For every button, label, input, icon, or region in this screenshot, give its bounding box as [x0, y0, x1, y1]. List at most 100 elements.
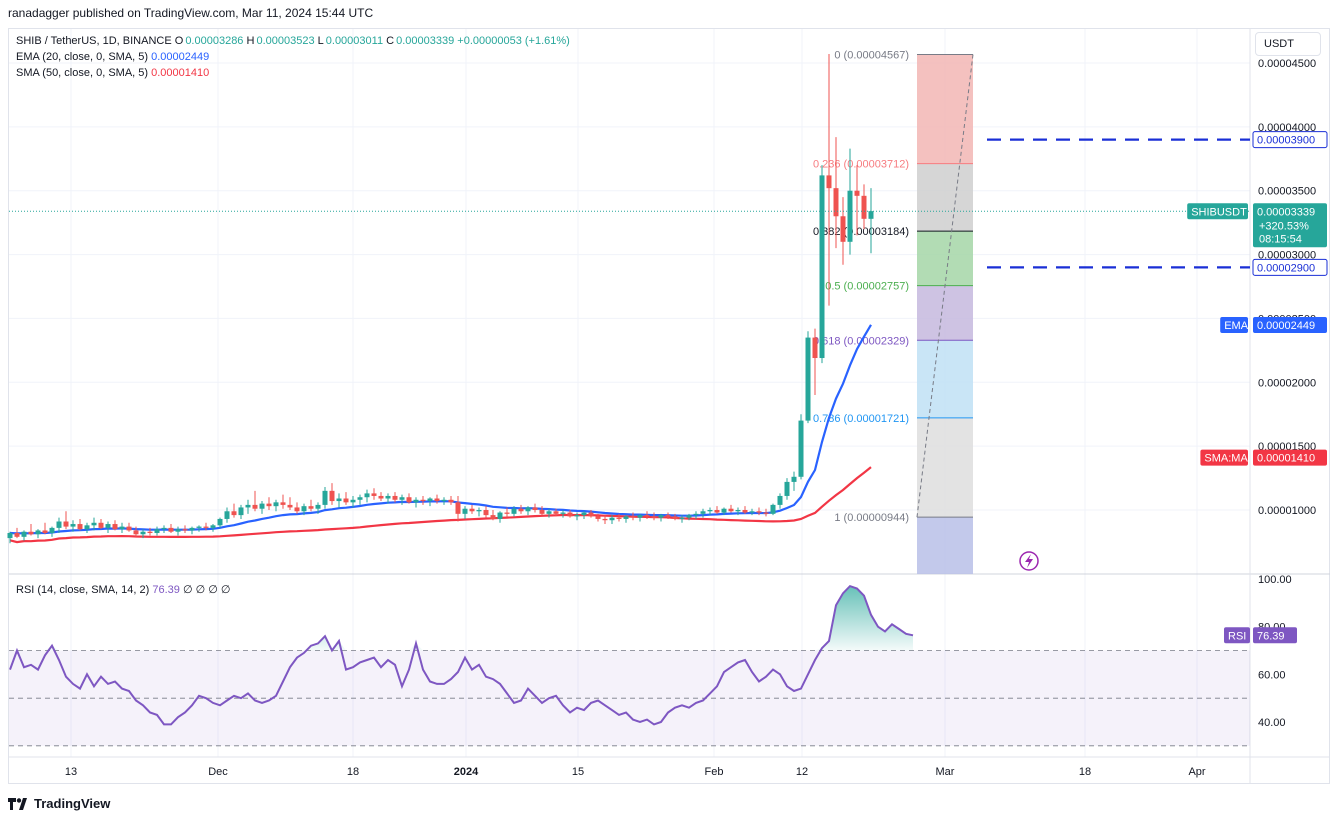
- candle[interactable]: [294, 502, 300, 514]
- candle[interactable]: [280, 494, 286, 509]
- candle[interactable]: [861, 184, 867, 230]
- candle[interactable]: [259, 501, 265, 514]
- candle[interactable]: [434, 494, 440, 504]
- candle[interactable]: [385, 493, 391, 504]
- candle[interactable]: [490, 510, 496, 521]
- candle[interactable]: [392, 492, 398, 503]
- candle[interactable]: [651, 512, 657, 521]
- last-price-price-badge[interactable]: 0.00003339 +320.53%08:15:54 SHIBUSDT: [1187, 203, 1327, 248]
- support-price-badge[interactable]: 0.00002900: [1252, 258, 1328, 276]
- candle[interactable]: [119, 522, 125, 533]
- rsi-badge[interactable]: 76.39 RSI: [1224, 627, 1297, 644]
- candle[interactable]: [609, 515, 615, 525]
- ema-legend-row[interactable]: EMA (20, close, 0, SMA, 5) 0.00002449: [16, 49, 570, 65]
- candle[interactable]: [49, 526, 55, 537]
- candle[interactable]: [812, 328, 818, 396]
- candle[interactable]: [175, 526, 181, 536]
- candle[interactable]: [735, 507, 741, 516]
- candle[interactable]: [322, 487, 328, 509]
- candle[interactable]: [763, 508, 769, 517]
- candle[interactable]: [644, 511, 650, 519]
- candle[interactable]: [868, 188, 874, 254]
- candle[interactable]: [805, 331, 811, 424]
- candle[interactable]: [350, 495, 356, 508]
- candle[interactable]: [476, 507, 482, 517]
- candle[interactable]: [112, 520, 118, 531]
- candle[interactable]: [854, 165, 860, 236]
- candle[interactable]: [154, 526, 160, 536]
- candle[interactable]: [826, 54, 832, 306]
- candle[interactable]: [546, 508, 552, 518]
- candle[interactable]: [287, 497, 293, 510]
- candle[interactable]: [581, 511, 587, 519]
- candle[interactable]: [168, 524, 174, 533]
- candle[interactable]: [602, 515, 608, 525]
- candle[interactable]: [231, 503, 237, 518]
- candle[interactable]: [560, 510, 566, 518]
- candle[interactable]: [707, 507, 713, 516]
- candle[interactable]: [665, 512, 671, 519]
- candle[interactable]: [658, 513, 664, 522]
- candle[interactable]: [147, 527, 153, 536]
- candle[interactable]: [133, 526, 139, 537]
- candle[interactable]: [315, 502, 321, 514]
- candle[interactable]: [7, 531, 13, 544]
- candle[interactable]: [441, 497, 447, 505]
- candle[interactable]: [630, 512, 636, 521]
- candle[interactable]: [553, 508, 559, 517]
- candle[interactable]: [343, 492, 349, 505]
- candle[interactable]: [105, 521, 111, 533]
- candle[interactable]: [28, 524, 34, 536]
- candle[interactable]: [497, 511, 503, 523]
- candle[interactable]: [126, 522, 132, 532]
- candle[interactable]: [588, 510, 594, 518]
- candle[interactable]: [420, 495, 426, 505]
- candle[interactable]: [140, 529, 146, 539]
- candle[interactable]: [798, 414, 804, 480]
- ema-price-badge[interactable]: 0.00002449 EMA: [1220, 316, 1327, 333]
- candle[interactable]: [399, 494, 405, 505]
- lightning-icon[interactable]: [1019, 551, 1039, 571]
- candle[interactable]: [532, 503, 538, 513]
- candle[interactable]: [567, 510, 573, 518]
- candle[interactable]: [203, 522, 209, 531]
- candle[interactable]: [266, 497, 272, 510]
- candle[interactable]: [518, 504, 524, 514]
- candle[interactable]: [364, 489, 370, 503]
- candle[interactable]: [595, 513, 601, 522]
- candle[interactable]: [840, 197, 846, 265]
- rsi-legend[interactable]: RSI (14, close, SMA, 14, 2) 76.39 ∅ ∅ ∅ …: [16, 582, 230, 598]
- candle[interactable]: [336, 493, 342, 508]
- candle[interactable]: [784, 478, 790, 500]
- candle[interactable]: [756, 507, 762, 516]
- candle[interactable]: [210, 524, 216, 532]
- candle[interactable]: [637, 513, 643, 522]
- candle[interactable]: [252, 490, 258, 512]
- candle[interactable]: [511, 506, 517, 517]
- candle[interactable]: [672, 513, 678, 521]
- candle[interactable]: [196, 525, 202, 532]
- candle[interactable]: [623, 515, 629, 523]
- candle[interactable]: [714, 506, 720, 514]
- candle[interactable]: [539, 506, 545, 516]
- candle[interactable]: [406, 493, 412, 504]
- candle[interactable]: [189, 526, 195, 535]
- candle[interactable]: [371, 488, 377, 500]
- resistance-price-badge[interactable]: 0.00003900: [1252, 131, 1328, 149]
- candle[interactable]: [700, 508, 706, 518]
- candle[interactable]: [679, 515, 685, 523]
- candle[interactable]: [427, 497, 433, 507]
- candle[interactable]: [525, 506, 531, 516]
- candle[interactable]: [728, 504, 734, 513]
- candle[interactable]: [777, 493, 783, 509]
- candle[interactable]: [721, 507, 727, 516]
- candle[interactable]: [378, 492, 384, 502]
- candle[interactable]: [833, 137, 839, 249]
- candle[interactable]: [749, 508, 755, 516]
- candle[interactable]: [462, 506, 468, 519]
- candle[interactable]: [63, 511, 69, 530]
- candle[interactable]: [224, 507, 230, 523]
- sma-price-badge[interactable]: 0.00001410 SMA:MA: [1200, 449, 1327, 466]
- candle[interactable]: [301, 503, 307, 516]
